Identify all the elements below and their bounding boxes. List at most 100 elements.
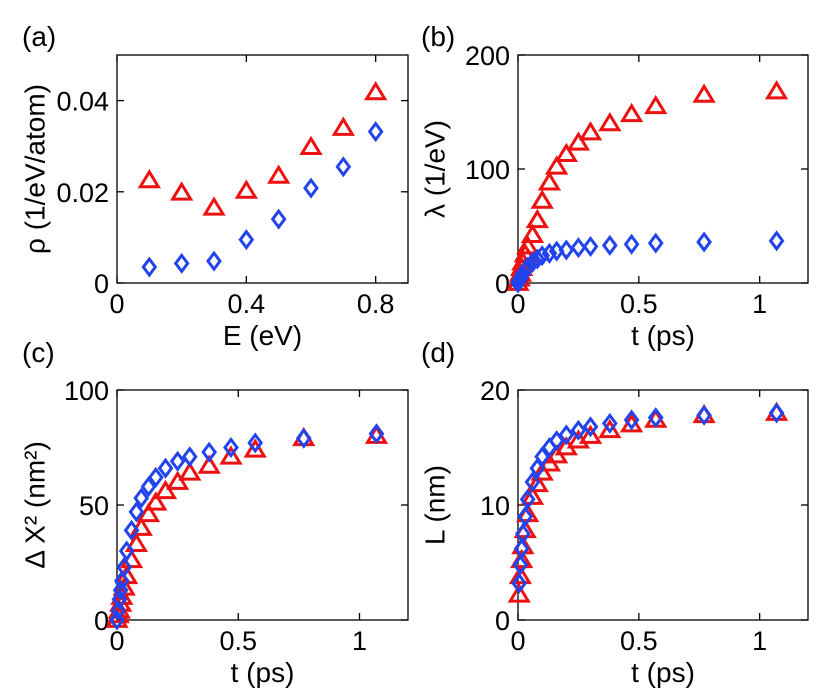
- diamond-point: [128, 501, 145, 523]
- triangle-point: [165, 470, 190, 490]
- x-tick-label: 0: [510, 626, 525, 656]
- triangle-point: [566, 131, 591, 151]
- diamond-point: [514, 523, 531, 545]
- diamond-point: [247, 432, 264, 454]
- triangle-point: [153, 479, 178, 500]
- triangle-point: [530, 461, 554, 481]
- panel-c: 0 0.5 1 0 50 100 t (ps) Δ X² (nm²) (c): [19, 337, 409, 688]
- diamond-point: [147, 466, 164, 488]
- diamond-point: [157, 457, 174, 479]
- x-axis-label: E (eV): [223, 320, 302, 351]
- triangle-point: [243, 438, 267, 458]
- x-tick-label: 0.8: [357, 289, 395, 319]
- diamond-point: [647, 232, 664, 254]
- triangle-point: [692, 83, 716, 103]
- triangle-point: [525, 208, 549, 229]
- triangle-point: [530, 189, 554, 209]
- y-tick-label: 0: [495, 606, 510, 636]
- x-tick-label: 1: [752, 626, 767, 656]
- x-axis-label: t (ps): [231, 657, 295, 688]
- diamond-point: [113, 570, 130, 592]
- diamond-point: [368, 423, 385, 445]
- triangle-point: [234, 179, 258, 199]
- diamond-point: [558, 239, 575, 261]
- y-tick-label: 0.04: [56, 87, 109, 117]
- diamond-point: [519, 488, 536, 510]
- triangle-point: [267, 164, 291, 184]
- diamond-point: [623, 233, 640, 255]
- diamond-point: [601, 234, 618, 256]
- y-tick-label: 0: [94, 269, 109, 299]
- triangle-point: [545, 155, 569, 175]
- diamond-point: [367, 121, 384, 143]
- x-axis-label: t (ps): [631, 320, 695, 351]
- diamond-point: [141, 256, 158, 278]
- diamond-point: [181, 446, 198, 468]
- triangle-point: [136, 502, 161, 523]
- diamond-point: [133, 487, 150, 509]
- plot-frame: [116, 54, 409, 284]
- diamond-point: [623, 409, 640, 431]
- diamond-point: [696, 404, 712, 426]
- triangle-point: [619, 102, 644, 123]
- triangle-point: [507, 583, 531, 603]
- diamond-point: [169, 450, 186, 472]
- diamond-point: [206, 250, 222, 272]
- diamond-point: [517, 506, 534, 527]
- triangle-point: [299, 135, 323, 155]
- triangle-point: [537, 171, 562, 191]
- x-tick-label: 0: [109, 289, 124, 319]
- y-tick-label: 50: [79, 491, 109, 521]
- diamond-point: [524, 251, 541, 273]
- diamond-point: [118, 540, 135, 562]
- diamond-point: [123, 519, 140, 541]
- triangle-point: [219, 445, 243, 465]
- triangle-point: [178, 461, 202, 481]
- triangle-point: [578, 424, 603, 444]
- diamond-point: [582, 236, 599, 258]
- diamond-point: [529, 248, 546, 270]
- y-tick-label: 20: [480, 376, 510, 406]
- x-tick-label: 0.5: [620, 289, 658, 319]
- panel-label: (d): [421, 337, 455, 368]
- triangle-point: [170, 181, 194, 201]
- triangle-point: [764, 80, 789, 100]
- y-axis-label: L (nm): [419, 465, 450, 545]
- diamond-point: [303, 177, 319, 199]
- triangle-point: [202, 196, 226, 216]
- triangle-point: [554, 142, 578, 163]
- diamond-point: [513, 538, 530, 560]
- diamond-point: [512, 554, 529, 576]
- y-tick-label: 100: [465, 155, 510, 185]
- panel-label: (a): [22, 21, 56, 52]
- y-tick-label: 200: [465, 41, 510, 71]
- diamond-point: [295, 427, 312, 449]
- triangle-point: [331, 116, 355, 136]
- y-tick-label: 0: [94, 606, 109, 636]
- x-tick-label: 0.5: [219, 626, 257, 656]
- triangle-point: [525, 472, 549, 493]
- triangle-point: [520, 485, 545, 505]
- diamond-point: [140, 476, 157, 498]
- panel-a: 0 0.4 0.8 0 0.02 0.04 E (eV) ρ (1/eV/atom) (a): [19, 21, 409, 351]
- diamond-point: [110, 600, 127, 622]
- y-tick-label: 0.02: [56, 178, 109, 208]
- triangle-point: [508, 564, 533, 585]
- diamond-point: [511, 572, 528, 594]
- diamond-point: [548, 430, 565, 452]
- x-axis-label: t (ps): [631, 657, 695, 688]
- diamond-point: [570, 419, 587, 441]
- diamond-point: [696, 231, 712, 253]
- diamond-point: [582, 416, 599, 438]
- x-tick-label: 0.4: [228, 289, 266, 319]
- diamond-point: [534, 245, 551, 267]
- diamond-point: [541, 242, 558, 264]
- diamond-point: [534, 446, 551, 468]
- diamond-point: [524, 471, 541, 493]
- diamond-point: [768, 230, 785, 252]
- triangle-point: [144, 491, 168, 511]
- triangle-point: [137, 169, 161, 189]
- triangle-point: [598, 112, 622, 132]
